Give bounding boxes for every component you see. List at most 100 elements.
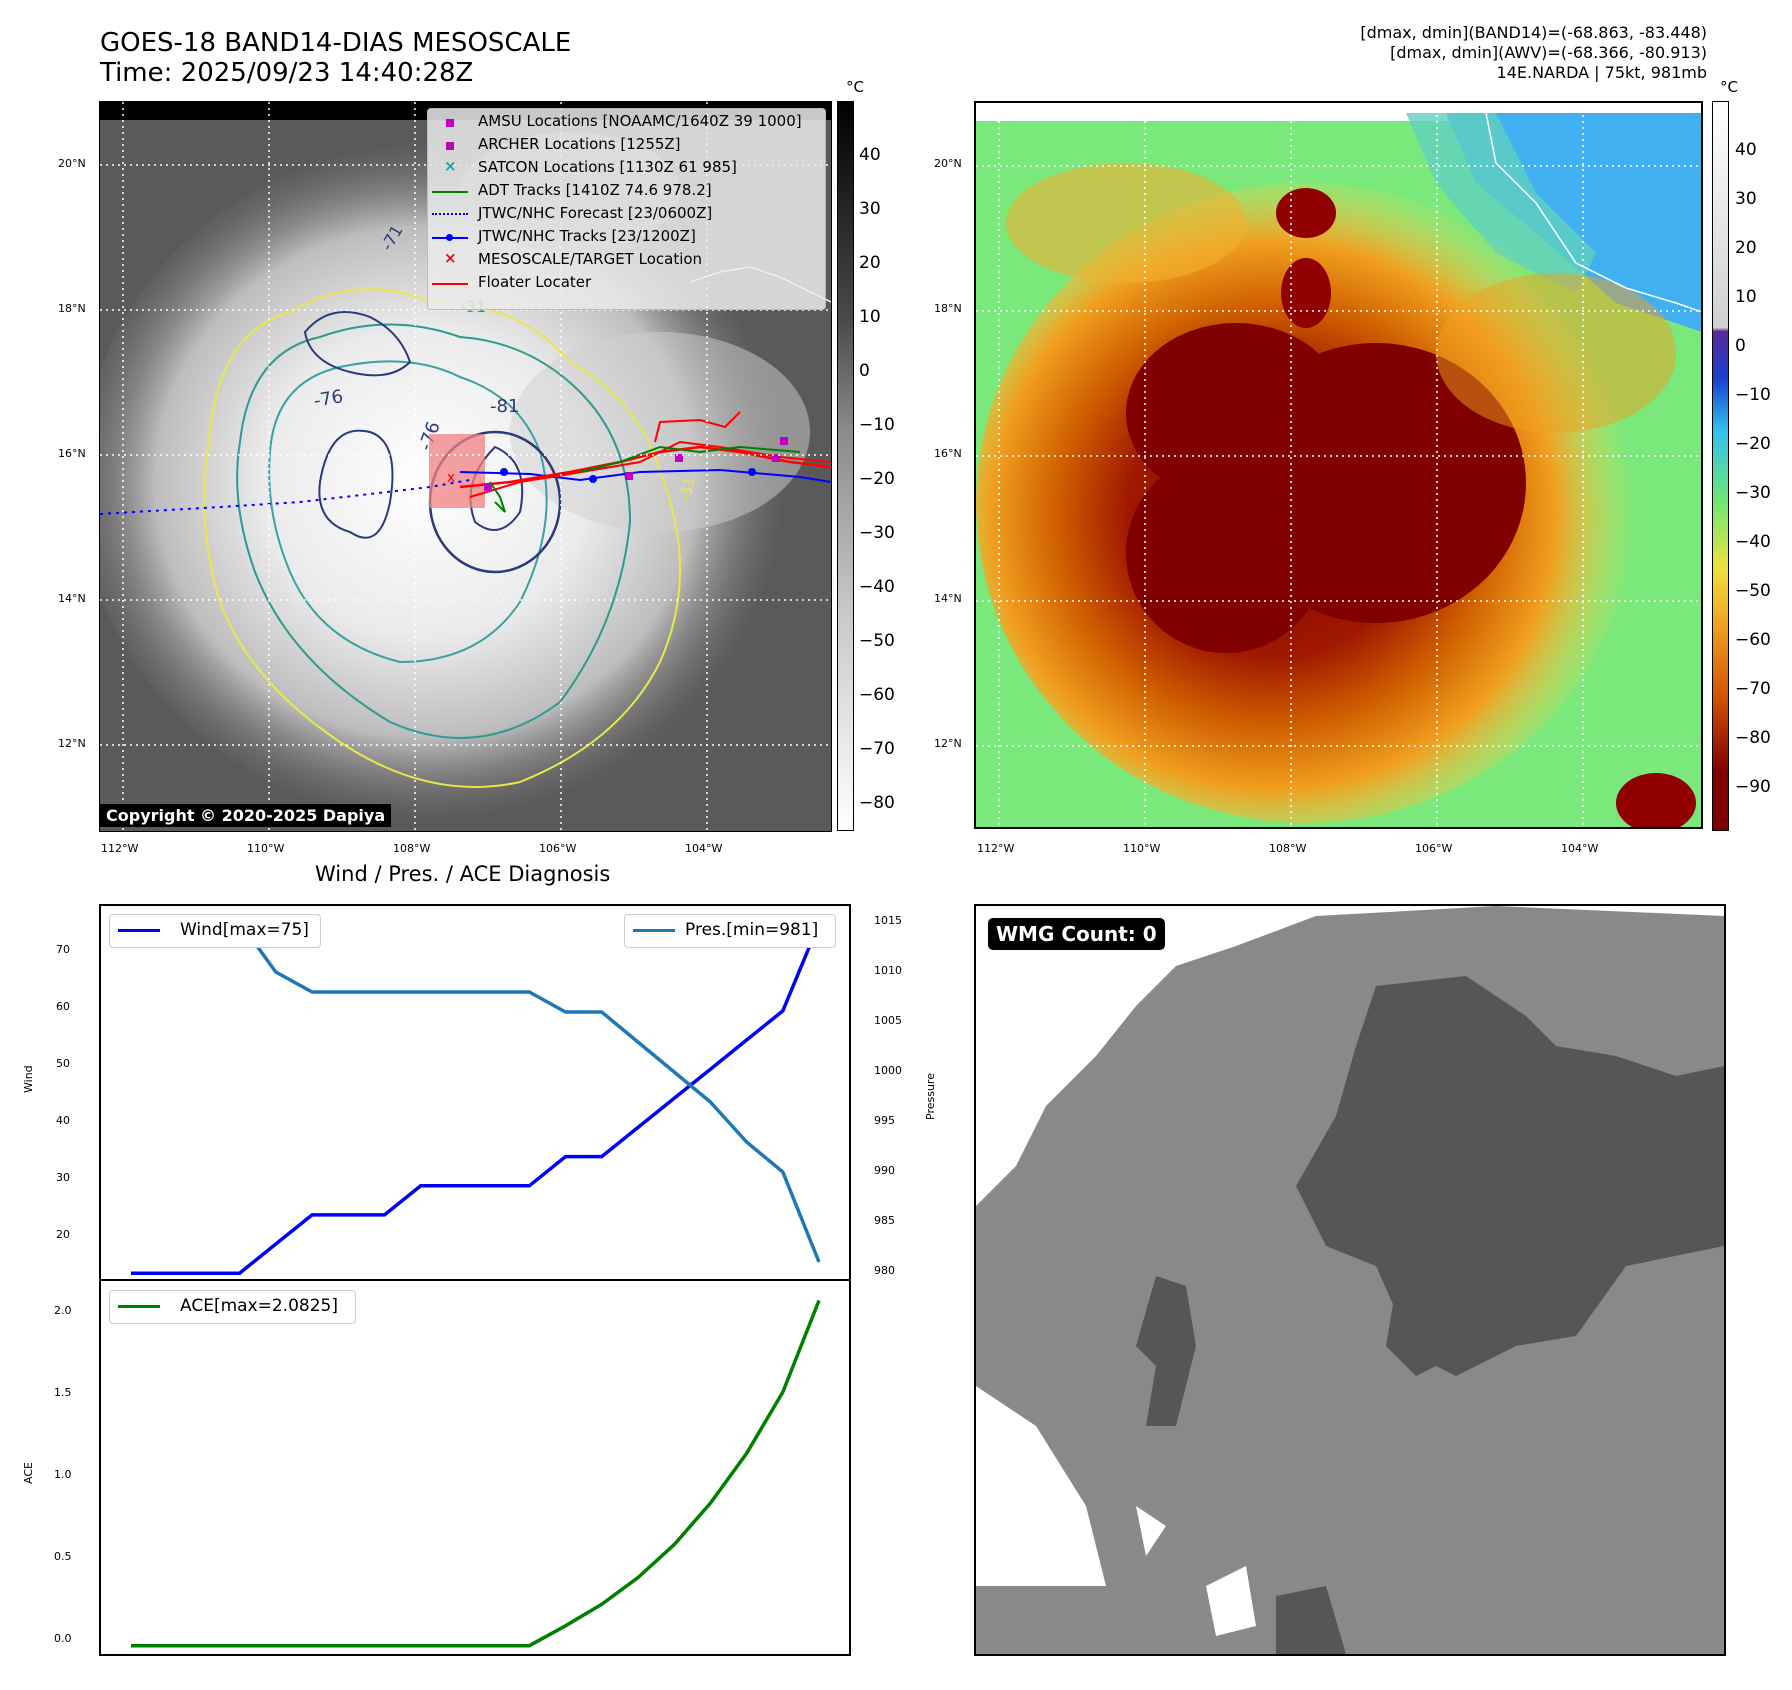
- colorbar-unit: °C: [1720, 78, 1738, 96]
- pressure-tick: 1015: [874, 914, 902, 927]
- colorbar-tick: −50: [859, 631, 895, 651]
- wind-tick: 50: [56, 1057, 70, 1070]
- wind-series: [131, 922, 821, 1275]
- colorbar-unit: °C: [846, 78, 864, 96]
- lon-label: 106°W: [1415, 842, 1453, 855]
- lon-label: 106°W: [539, 842, 577, 855]
- ace-tick: 0.0: [54, 1632, 72, 1645]
- lon-label: 110°W: [247, 842, 285, 855]
- wind-axis-label: Wind: [22, 1065, 35, 1093]
- ace-axis-label: ACE: [22, 1462, 35, 1484]
- lat-label: 14°N: [934, 592, 962, 605]
- awv-map: [976, 103, 1701, 827]
- square-marker-icon: [446, 119, 454, 127]
- lon-label: 108°W: [393, 842, 431, 855]
- pressure-legend: Pres.[min=981]: [624, 914, 836, 948]
- ace-legend: ACE[max=2.0825]: [109, 1290, 356, 1324]
- pressure-axis-label: Pressure: [924, 1073, 937, 1120]
- ace-tick: 1.0: [54, 1468, 72, 1481]
- pressure-tick: 995: [874, 1114, 895, 1127]
- colorbar-tick: 40: [1735, 140, 1757, 160]
- colorbar-tick: −80: [1735, 728, 1771, 748]
- line-marker-icon: [432, 191, 468, 193]
- pressure-tick: 1000: [874, 1064, 902, 1077]
- colorbar-tick: 20: [1735, 238, 1757, 258]
- colorbar-tick: 30: [1735, 189, 1757, 209]
- colorbar-tick: −40: [1735, 532, 1771, 552]
- wind-tick: 30: [56, 1171, 70, 1184]
- lon-label: 108°W: [1269, 842, 1307, 855]
- info-awv: [dmax, dmin](AWV)=(-68.366, -80.913): [1390, 43, 1707, 62]
- wind-tick: 60: [56, 1000, 70, 1013]
- lat-label: 16°N: [934, 447, 962, 460]
- pressure-tick: 985: [874, 1214, 895, 1227]
- line-marker-icon: [432, 283, 468, 285]
- lat-label: 20°N: [934, 157, 962, 170]
- pressure-tick: 980: [874, 1264, 895, 1277]
- ace-series: [131, 1299, 821, 1648]
- x-marker-icon: ×: [444, 249, 457, 267]
- lon-label: 104°W: [685, 842, 723, 855]
- colorbar-tick: −90: [1735, 777, 1771, 797]
- colorbar-tick: −20: [859, 469, 895, 489]
- wind-legend: Wind[max=75]: [109, 914, 321, 948]
- line-marker-icon: [633, 929, 675, 932]
- wmg-panel: WMG Count: 0: [974, 904, 1726, 1656]
- colorbar-tick: 10: [1735, 287, 1757, 307]
- contour-label: -76: [312, 386, 345, 412]
- colorbar-tick: 0: [859, 361, 870, 381]
- colorbar-right: [1712, 101, 1729, 831]
- square-marker-icon: [446, 142, 454, 150]
- ace-tick: 0.5: [54, 1550, 72, 1563]
- lat-label: 18°N: [934, 302, 962, 315]
- ace-tick: 1.5: [54, 1386, 72, 1399]
- colorbar-tick: −10: [859, 415, 895, 435]
- colorbar-tick: −70: [1735, 679, 1771, 699]
- wind-line: [131, 922, 821, 1275]
- contour-label: -81: [490, 396, 519, 417]
- awv-map-panel: [974, 101, 1703, 829]
- x-marker-icon: ×: [444, 157, 457, 175]
- colorbar-tick: −70: [859, 739, 895, 759]
- colorbar-tick: 30: [859, 199, 881, 219]
- wind-tick: 40: [56, 1114, 70, 1127]
- colorbar-tick: −40: [859, 577, 895, 597]
- colorbar-tick: −60: [859, 685, 895, 705]
- pressure-tick: 990: [874, 1164, 895, 1177]
- colorbar-left: [837, 101, 854, 831]
- colorbar-tick: 20: [859, 253, 881, 273]
- map-legend: AMSU Locations [NOAAMC/1640Z 39 1000] AR…: [427, 108, 826, 310]
- wmg-count-label: WMG Count: 0: [988, 918, 1165, 950]
- line-marker-icon: [118, 1305, 160, 1308]
- ace-tick: 2.0: [54, 1304, 72, 1317]
- colorbar-tick: −30: [859, 523, 895, 543]
- colorbar-tick: −60: [1735, 630, 1771, 650]
- lon-label: 112°W: [101, 842, 139, 855]
- lon-label: 104°W: [1561, 842, 1599, 855]
- colorbar-tick: −10: [1735, 385, 1771, 405]
- diag-chart: [99, 904, 851, 1656]
- chart-timestamp: Time: 2025/09/23 14:40:28Z: [100, 58, 474, 88]
- lat-label: 20°N: [58, 157, 86, 170]
- info-band14: [dmax, dmin](BAND14)=(-68.863, -83.448): [1360, 23, 1707, 42]
- lat-label: 18°N: [58, 302, 86, 315]
- chart-title: GOES-18 BAND14-DIAS MESOSCALE: [100, 28, 572, 58]
- pressure-tick: 1005: [874, 1014, 902, 1027]
- svg-text:x: x: [447, 470, 455, 486]
- diag-panel: Wind[max=75] Pres.[min=981] ACE[max=2.08…: [99, 904, 851, 1656]
- info-storm: 14E.NARDA | 75kt, 981mb: [1496, 63, 1707, 82]
- lon-label: 110°W: [1123, 842, 1161, 855]
- colorbar-tick: 0: [1735, 336, 1746, 356]
- wind-tick: 20: [56, 1228, 70, 1241]
- lon-label: 112°W: [977, 842, 1015, 855]
- lat-label: 14°N: [58, 592, 86, 605]
- colorbar-tick: −20: [1735, 434, 1771, 454]
- line-marker-icon: [118, 929, 160, 932]
- ace-line: [131, 1299, 821, 1648]
- lat-label: 12°N: [58, 737, 86, 750]
- lat-label: 12°N: [934, 737, 962, 750]
- colorbar-tick: −80: [859, 793, 895, 813]
- colorbar-tick: −50: [1735, 581, 1771, 601]
- colorbar-tick: 40: [859, 145, 881, 165]
- copyright-label: Copyright © 2020-2025 Dapiya: [100, 804, 392, 827]
